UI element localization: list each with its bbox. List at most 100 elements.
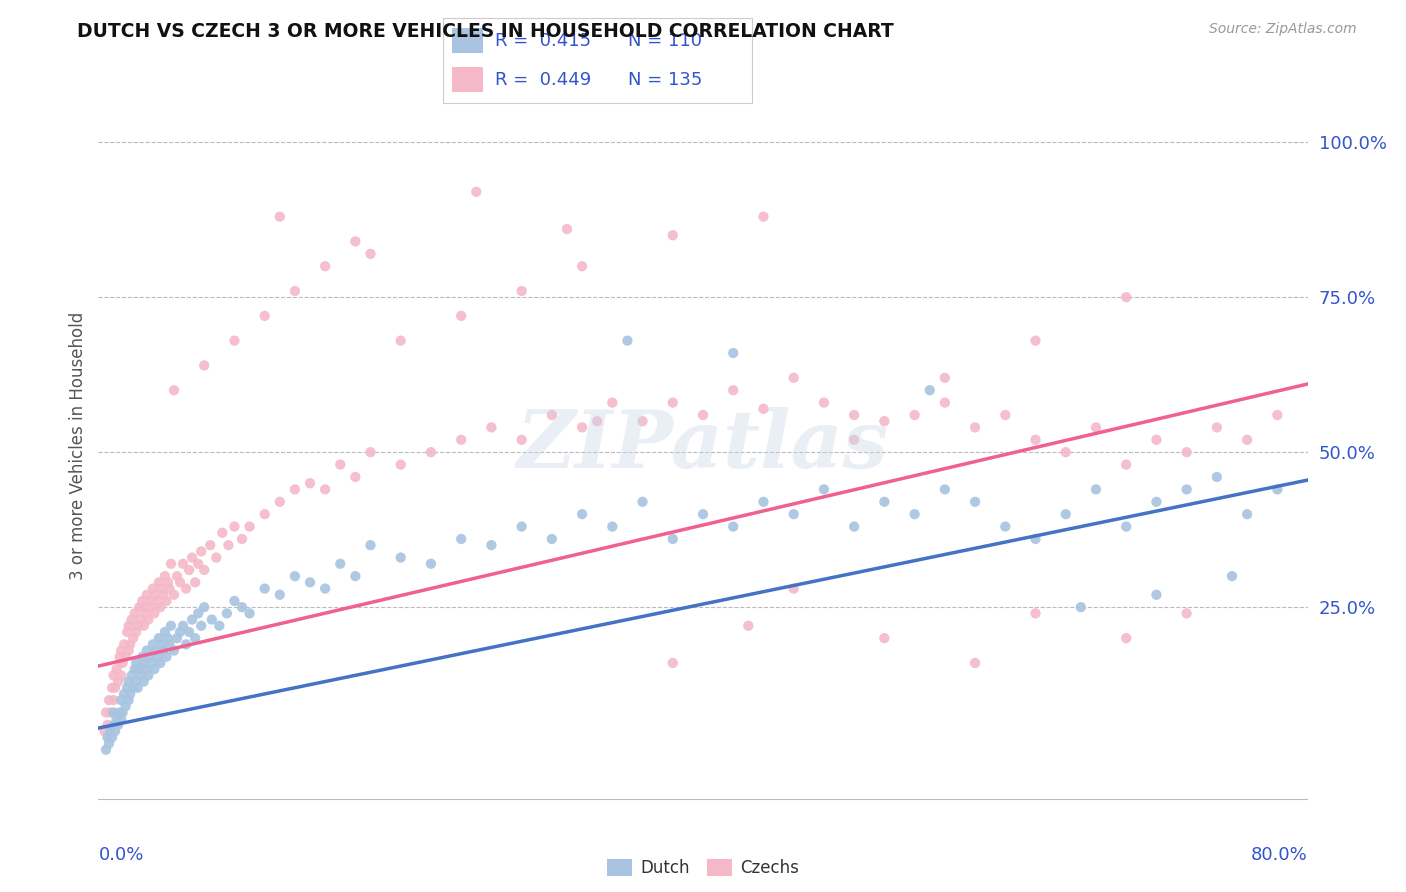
Point: [148, 575, 170, 590]
Point: [1024, 334, 1046, 348]
Point: [96, 718, 118, 732]
Point: [201, 613, 224, 627]
Point: [813, 395, 835, 409]
Point: [101, 681, 124, 695]
Point: [1115, 458, 1137, 472]
Point: [224, 334, 246, 348]
Point: [783, 507, 806, 521]
Point: [129, 613, 152, 627]
Text: R =  0.415: R = 0.415: [495, 32, 592, 50]
Point: [150, 582, 173, 596]
Point: [115, 624, 138, 639]
Point: [904, 408, 927, 422]
Point: [661, 532, 683, 546]
Point: [224, 594, 246, 608]
Point: [450, 309, 472, 323]
Point: [723, 519, 745, 533]
Point: [510, 519, 533, 533]
Point: [994, 519, 1017, 533]
Point: [101, 731, 124, 745]
Point: [299, 575, 322, 590]
Point: [389, 458, 412, 472]
Point: [115, 681, 138, 695]
Point: [420, 557, 443, 571]
Point: [94, 743, 117, 757]
Point: [132, 656, 155, 670]
Point: [120, 687, 142, 701]
Point: [118, 619, 141, 633]
Point: [1085, 483, 1108, 497]
Point: [1115, 631, 1137, 645]
Point: [142, 582, 165, 596]
Point: [692, 507, 714, 521]
Point: [269, 210, 291, 224]
Point: [135, 588, 157, 602]
Point: [124, 607, 146, 621]
Point: [1267, 483, 1289, 497]
Point: [465, 185, 488, 199]
Point: [128, 600, 150, 615]
Point: [1024, 607, 1046, 621]
Point: [112, 637, 135, 651]
Point: [1175, 445, 1198, 459]
Text: 80.0%: 80.0%: [1251, 846, 1308, 863]
Point: [118, 643, 141, 657]
Point: [156, 631, 179, 645]
Point: [253, 309, 276, 323]
Point: [174, 637, 197, 651]
Point: [389, 334, 412, 348]
Point: [169, 575, 191, 590]
Point: [284, 569, 307, 583]
Point: [253, 507, 276, 521]
Point: [105, 712, 128, 726]
Point: [174, 582, 197, 596]
Point: [631, 414, 654, 428]
Point: [1085, 420, 1108, 434]
Point: [1267, 408, 1289, 422]
Point: [329, 458, 352, 472]
Y-axis label: 3 or more Vehicles in Household: 3 or more Vehicles in Household: [69, 312, 87, 580]
Point: [1115, 519, 1137, 533]
Point: [122, 631, 145, 645]
Point: [149, 600, 172, 615]
Point: [127, 681, 149, 695]
Point: [540, 532, 562, 546]
Point: [96, 731, 118, 745]
Point: [139, 594, 162, 608]
Point: [148, 631, 170, 645]
Point: [103, 718, 125, 732]
Point: [844, 519, 866, 533]
Point: [208, 619, 231, 633]
Point: [1054, 445, 1077, 459]
Point: [98, 693, 121, 707]
Point: [132, 619, 155, 633]
Point: [110, 643, 132, 657]
Point: [934, 483, 956, 497]
Point: [153, 624, 176, 639]
Point: [149, 656, 172, 670]
Point: [224, 519, 246, 533]
Point: [314, 483, 336, 497]
Point: [128, 662, 150, 676]
Point: [181, 613, 204, 627]
Point: [299, 476, 322, 491]
Text: DUTCH VS CZECH 3 OR MORE VEHICLES IN HOUSEHOLD CORRELATION CHART: DUTCH VS CZECH 3 OR MORE VEHICLES IN HOU…: [77, 22, 894, 41]
Point: [108, 706, 131, 720]
Point: [166, 631, 188, 645]
Point: [145, 643, 167, 657]
Point: [904, 507, 927, 521]
Point: [143, 662, 166, 676]
Point: [193, 359, 215, 373]
Point: [344, 235, 367, 249]
Point: [752, 495, 775, 509]
Point: [132, 600, 155, 615]
Point: [1236, 507, 1258, 521]
Point: [1144, 433, 1167, 447]
Point: [1144, 495, 1167, 509]
Point: [844, 433, 866, 447]
Point: [1024, 433, 1046, 447]
Point: [269, 588, 291, 602]
Point: [100, 724, 122, 739]
Point: [98, 737, 121, 751]
Point: [934, 395, 956, 409]
